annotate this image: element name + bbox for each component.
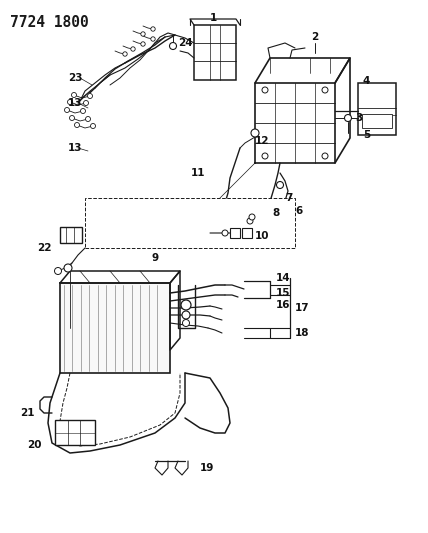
Circle shape bbox=[131, 47, 135, 51]
Circle shape bbox=[54, 268, 62, 274]
Text: 2: 2 bbox=[312, 32, 318, 42]
Text: 17: 17 bbox=[295, 303, 309, 313]
Text: 7724 1800: 7724 1800 bbox=[10, 15, 89, 30]
Text: 19: 19 bbox=[200, 463, 214, 473]
Circle shape bbox=[69, 116, 74, 120]
Text: 13: 13 bbox=[68, 143, 83, 153]
Text: 4: 4 bbox=[363, 76, 370, 86]
Bar bbox=[242, 228, 252, 238]
Circle shape bbox=[262, 153, 268, 159]
Circle shape bbox=[80, 109, 86, 114]
Text: 13: 13 bbox=[68, 98, 83, 108]
Circle shape bbox=[169, 43, 176, 50]
Bar bbox=[362, 114, 392, 128]
Circle shape bbox=[345, 115, 351, 122]
Circle shape bbox=[151, 27, 155, 31]
Bar bbox=[85, 198, 295, 248]
Text: 12: 12 bbox=[255, 136, 269, 146]
Text: 15: 15 bbox=[276, 288, 291, 298]
Circle shape bbox=[151, 37, 155, 41]
Text: 10: 10 bbox=[255, 231, 270, 241]
Circle shape bbox=[276, 182, 283, 189]
Text: 1: 1 bbox=[209, 13, 217, 23]
Circle shape bbox=[74, 123, 80, 127]
Circle shape bbox=[181, 300, 191, 310]
Circle shape bbox=[141, 32, 145, 36]
Circle shape bbox=[83, 101, 89, 106]
Circle shape bbox=[64, 264, 72, 272]
Text: 14: 14 bbox=[276, 273, 291, 283]
Text: 3: 3 bbox=[355, 113, 362, 123]
Bar bbox=[194, 25, 236, 80]
Bar bbox=[55, 420, 95, 445]
Text: 5: 5 bbox=[363, 130, 370, 140]
Text: 20: 20 bbox=[27, 440, 42, 450]
Circle shape bbox=[249, 214, 255, 220]
Circle shape bbox=[86, 117, 90, 122]
Circle shape bbox=[247, 218, 253, 224]
Text: 7: 7 bbox=[285, 193, 292, 203]
Bar bbox=[60, 227, 82, 243]
Bar bbox=[60, 283, 170, 373]
Text: 24: 24 bbox=[178, 38, 192, 48]
Circle shape bbox=[90, 124, 95, 128]
Circle shape bbox=[222, 230, 228, 236]
Circle shape bbox=[182, 319, 190, 327]
Text: 16: 16 bbox=[276, 300, 291, 310]
Circle shape bbox=[262, 87, 268, 93]
Text: 21: 21 bbox=[21, 408, 35, 418]
Text: 18: 18 bbox=[295, 328, 309, 338]
Circle shape bbox=[68, 100, 72, 104]
Text: 11: 11 bbox=[190, 168, 205, 178]
Circle shape bbox=[71, 93, 77, 98]
Text: 6: 6 bbox=[295, 206, 302, 216]
Bar bbox=[358, 83, 396, 135]
Circle shape bbox=[322, 153, 328, 159]
Circle shape bbox=[182, 311, 190, 319]
Circle shape bbox=[87, 93, 92, 99]
Circle shape bbox=[65, 108, 69, 112]
Circle shape bbox=[322, 87, 328, 93]
Circle shape bbox=[123, 52, 127, 56]
Text: 9: 9 bbox=[152, 253, 158, 263]
Circle shape bbox=[251, 129, 259, 137]
Text: 8: 8 bbox=[272, 208, 279, 218]
Text: 22: 22 bbox=[38, 243, 52, 253]
Text: 23: 23 bbox=[68, 73, 83, 83]
Bar bbox=[230, 228, 240, 238]
Circle shape bbox=[141, 42, 145, 46]
